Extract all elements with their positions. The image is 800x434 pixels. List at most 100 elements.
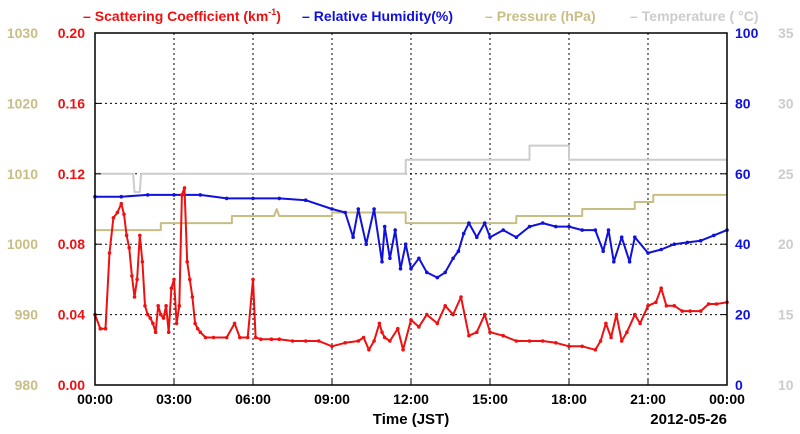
x-tick-label: 12:00: [393, 391, 429, 407]
legend-entry-humidity: – Relative Humidity(%): [302, 8, 453, 24]
y-tick-label-humidity: 80: [735, 95, 751, 111]
series-humidity-point: [456, 249, 461, 253]
series-humidity-point: [398, 267, 403, 271]
series-scattering-point: [98, 326, 103, 331]
series-humidity-point: [372, 207, 376, 211]
y-tick-label-pressure: 1000: [7, 236, 38, 252]
series-humidity-point: [251, 196, 255, 201]
series-scattering-point: [188, 277, 192, 282]
series-scattering-point: [401, 348, 405, 352]
series-scattering-point: [580, 344, 584, 349]
series-humidity-point: [451, 256, 455, 261]
series-humidity-line: [95, 193, 728, 279]
series-scattering-point: [527, 339, 532, 343]
plot-series: [93, 144, 729, 352]
series-humidity-point: [403, 242, 408, 246]
x-tick-label: 00:00: [709, 391, 745, 407]
y-tick-label-scattering: 0.08: [58, 236, 85, 252]
series-humidity-point: [409, 267, 413, 271]
x-tick-label: 06:00: [235, 391, 271, 407]
series-scattering-point: [482, 312, 487, 317]
y-tick-label-pressure: 980: [15, 377, 39, 393]
series-scattering-point: [211, 335, 216, 340]
date-label: 2012-05-26: [650, 411, 727, 428]
series-scattering-point: [330, 344, 334, 349]
series-scattering-point: [367, 348, 371, 352]
series-scattering-point: [377, 321, 382, 326]
series-humidity-point: [619, 235, 624, 239]
series-humidity-point: [364, 242, 369, 246]
series-scattering-point: [107, 251, 112, 255]
y-tick-label-scattering: 0.12: [58, 166, 85, 182]
series-scattering-point: [619, 339, 624, 343]
series-scattering-point: [343, 341, 348, 345]
series-scattering-point: [396, 326, 400, 331]
series-temperature-line: [95, 144, 727, 194]
legend-sep-pressure: –: [485, 8, 493, 24]
series-scattering-point: [361, 335, 366, 340]
y-tick-label-pressure: 1030: [7, 25, 38, 41]
series-scattering-point: [303, 339, 308, 343]
series-humidity-point: [482, 221, 487, 225]
series-humidity-point: [567, 224, 571, 229]
series-scattering-point: [138, 233, 142, 238]
series-scattering-point: [153, 330, 158, 335]
series-scattering-point: [174, 321, 179, 326]
series-scattering-point: [159, 312, 163, 317]
legend-label-scattering: Scattering Coefficient (km: [95, 8, 268, 24]
series-humidity-point: [685, 240, 690, 245]
series-scattering-point: [609, 335, 613, 340]
series-scattering-point: [224, 335, 229, 340]
series-humidity-point: [514, 235, 519, 239]
y-tick-label-humidity: 20: [735, 307, 751, 323]
axes: 00:00 03:00 06:00 09:00 12:00 15:00 18:00 21:00…: [7, 25, 794, 407]
series-scattering-point: [654, 300, 658, 305]
y-tick-label-humidity: 100: [735, 25, 759, 41]
series-scattering-point: [514, 339, 519, 343]
series-scattering-point: [145, 312, 150, 317]
y-tick-label-temperature: 25: [778, 166, 794, 182]
legend-sup-scattering: -1: [268, 7, 276, 17]
series-humidity-point: [501, 228, 506, 232]
series-scattering-point: [467, 333, 471, 338]
series-scattering-point: [688, 309, 692, 313]
series-scattering-point: [177, 304, 182, 308]
series-scattering-point: [127, 245, 131, 250]
series-scattering-point: [425, 312, 429, 317]
series-humidity-point: [698, 238, 703, 243]
series-scattering-point: [540, 339, 545, 343]
series-scattering-point: [388, 339, 392, 343]
series-scattering-point: [251, 277, 255, 282]
y-tick-label-pressure: 1020: [7, 95, 38, 111]
legend-label-pressure: Pressure (hPa): [497, 8, 596, 24]
series-humidity-point: [659, 247, 663, 252]
series-humidity-point: [330, 207, 334, 211]
y-tick-label-humidity: 40: [735, 236, 751, 252]
series-scattering-point: [475, 330, 479, 335]
y-tick-label-humidity: 0: [735, 377, 743, 393]
series-humidity-point: [351, 235, 355, 239]
series-scattering-point: [646, 304, 650, 308]
series-humidity-point: [198, 193, 203, 197]
series-scattering-point: [501, 333, 506, 338]
series-scattering-point: [382, 335, 387, 340]
x-tick-label: 09:00: [314, 391, 350, 407]
series-scattering-point: [151, 321, 155, 326]
legend-sep-temperature: –: [630, 8, 638, 24]
series-humidity-point: [382, 224, 387, 229]
x-tick-label: 21:00: [630, 391, 666, 407]
series-humidity-point: [606, 228, 611, 232]
series-humidity-point: [461, 231, 466, 236]
series-scattering-point: [103, 326, 108, 331]
legend-deg-temperature: °: [738, 8, 744, 24]
series-scattering-point: [409, 318, 413, 322]
series-humidity-point: [435, 275, 440, 280]
y-tick-label-scattering: 0.16: [58, 95, 85, 111]
series-scattering-point: [148, 316, 153, 320]
series-humidity-point: [554, 224, 558, 229]
series-scattering-point: [143, 304, 147, 308]
series-scattering-point: [190, 295, 195, 299]
series-scattering-point: [554, 341, 558, 345]
series-humidity-point: [443, 270, 448, 275]
series-scattering-point: [182, 186, 187, 190]
